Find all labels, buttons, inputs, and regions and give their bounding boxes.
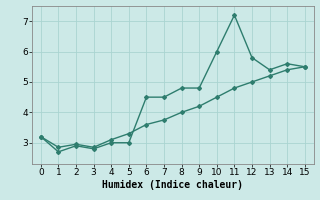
X-axis label: Humidex (Indice chaleur): Humidex (Indice chaleur) (102, 180, 243, 190)
